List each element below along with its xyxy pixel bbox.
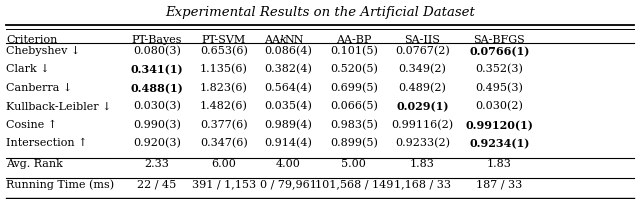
Text: 0.101(5): 0.101(5)	[330, 46, 378, 56]
Text: Cosine ↑: Cosine ↑	[6, 120, 58, 130]
Text: Intersection ↑: Intersection ↑	[6, 138, 88, 148]
Text: 0.99116(2): 0.99116(2)	[391, 120, 454, 130]
Text: 1.83: 1.83	[410, 159, 435, 169]
Text: Running Time (ms): Running Time (ms)	[6, 179, 115, 190]
Text: Kullback-Leibler ↓: Kullback-Leibler ↓	[6, 101, 112, 111]
Text: 0.990(3): 0.990(3)	[133, 120, 180, 130]
Text: NN: NN	[285, 35, 304, 45]
Text: AA-: AA-	[264, 35, 284, 45]
Text: 187 / 33: 187 / 33	[476, 179, 522, 189]
Text: 0.029(1): 0.029(1)	[396, 101, 449, 112]
Text: 6.00: 6.00	[212, 159, 236, 169]
Text: 5.00: 5.00	[342, 159, 366, 169]
Text: Clark ↓: Clark ↓	[6, 64, 50, 74]
Text: 1.83: 1.83	[487, 159, 511, 169]
Text: 0.564(4): 0.564(4)	[264, 83, 312, 93]
Text: 0.0766(1): 0.0766(1)	[469, 46, 529, 57]
Text: 0.349(2): 0.349(2)	[399, 64, 446, 75]
Text: 4.00: 4.00	[276, 159, 300, 169]
Text: Canberra ↓: Canberra ↓	[6, 83, 73, 93]
Text: 0.086(4): 0.086(4)	[264, 46, 312, 56]
Text: 22 / 45: 22 / 45	[137, 179, 177, 189]
Text: Experimental Results on the Artificial Dataset: Experimental Results on the Artificial D…	[165, 6, 475, 19]
Text: 0.080(3): 0.080(3)	[133, 46, 180, 56]
Text: 0.989(4): 0.989(4)	[264, 120, 312, 130]
Text: 0.030(2): 0.030(2)	[476, 101, 523, 112]
Text: 0.653(6): 0.653(6)	[200, 46, 248, 56]
Text: 0.920(3): 0.920(3)	[133, 138, 180, 149]
Text: 1.135(6): 1.135(6)	[200, 64, 248, 75]
Text: 1.823(6): 1.823(6)	[200, 83, 248, 93]
Text: k: k	[280, 35, 287, 45]
Text: 0.352(3): 0.352(3)	[476, 64, 523, 75]
Text: 0.495(3): 0.495(3)	[476, 83, 523, 93]
Text: 0.489(2): 0.489(2)	[399, 83, 446, 93]
Text: 0.488(1): 0.488(1)	[131, 83, 183, 94]
Text: 391 / 1,153: 391 / 1,153	[192, 179, 256, 189]
Text: 1.482(6): 1.482(6)	[200, 101, 248, 112]
Text: 0.341(1): 0.341(1)	[131, 64, 183, 75]
Text: 0.899(5): 0.899(5)	[330, 138, 378, 149]
Text: 0.983(5): 0.983(5)	[330, 120, 378, 130]
Text: 0.382(4): 0.382(4)	[264, 64, 312, 75]
Text: PT-SVM: PT-SVM	[202, 35, 246, 45]
Text: 0.99120(1): 0.99120(1)	[465, 120, 533, 131]
Text: 0.520(5): 0.520(5)	[330, 64, 378, 75]
Text: 0.699(5): 0.699(5)	[330, 83, 378, 93]
Text: 0.035(4): 0.035(4)	[264, 101, 312, 112]
Text: 101,568 / 149: 101,568 / 149	[315, 179, 393, 189]
Text: 0.066(5): 0.066(5)	[330, 101, 378, 112]
Text: 2.33: 2.33	[145, 159, 169, 169]
Text: 0.0767(2): 0.0767(2)	[395, 46, 450, 56]
Text: 0.347(6): 0.347(6)	[200, 138, 248, 149]
Text: AA-BP: AA-BP	[336, 35, 372, 45]
Text: SA-IIS: SA-IIS	[404, 35, 440, 45]
Text: 0.030(3): 0.030(3)	[133, 101, 180, 112]
Text: 0 / 79,961: 0 / 79,961	[260, 179, 316, 189]
Text: Avg. Rank: Avg. Rank	[6, 159, 63, 169]
Text: PT-Bayes: PT-Bayes	[132, 35, 182, 45]
Text: 0.9233(2): 0.9233(2)	[395, 138, 450, 149]
Text: Chebyshev ↓: Chebyshev ↓	[6, 46, 81, 56]
Text: Criterion: Criterion	[6, 35, 58, 45]
Text: SA-BFGS: SA-BFGS	[474, 35, 525, 45]
Text: 0.914(4): 0.914(4)	[264, 138, 312, 149]
Text: 1,168 / 33: 1,168 / 33	[394, 179, 451, 189]
Text: 0.9234(1): 0.9234(1)	[469, 138, 529, 149]
Text: 0.377(6): 0.377(6)	[200, 120, 248, 130]
